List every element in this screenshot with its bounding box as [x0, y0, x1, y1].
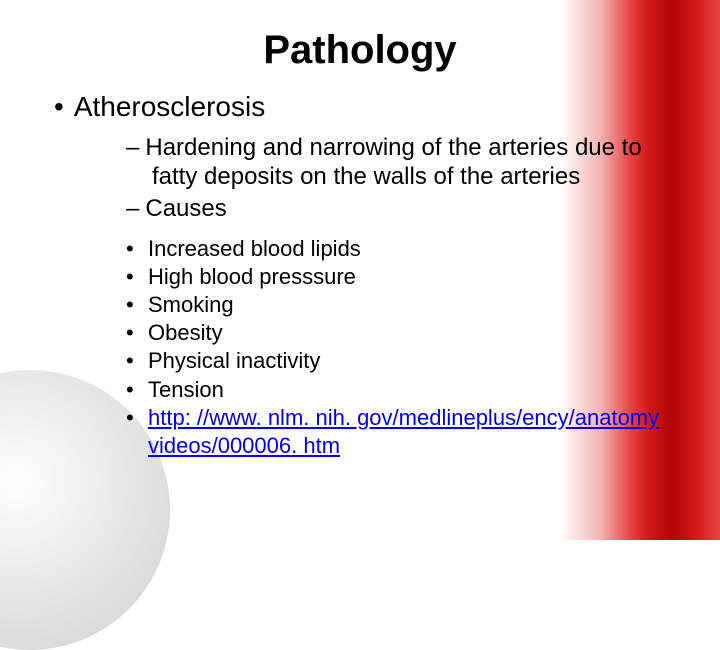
list-item-link: • http: //www. nlm. nih. gov/medlineplus…	[126, 404, 670, 460]
cause-text: Smoking	[148, 291, 234, 319]
level2-group: –Hardening and narrowing of the arteries…	[88, 133, 670, 223]
bullet-icon: •	[126, 319, 136, 347]
list-item: • High blood presssure	[126, 263, 670, 291]
list-item: • Tension	[126, 376, 670, 404]
level2-causes-label: –Causes	[88, 194, 670, 223]
list-item: • Smoking	[126, 291, 670, 319]
reference-link[interactable]: http: //www. nlm. nih. gov/medlineplus/e…	[148, 405, 659, 458]
cause-text: High blood presssure	[148, 263, 356, 291]
cause-text: Physical inactivity	[148, 347, 320, 375]
list-item: • Obesity	[126, 319, 670, 347]
causes-list: • Increased blood lipids • High blood pr…	[126, 235, 670, 460]
bullet-icon: •	[54, 91, 64, 122]
bullet-icon: •	[126, 235, 136, 263]
causes-label: Causes	[145, 195, 226, 222]
cause-text: Obesity	[148, 319, 223, 347]
bullet-icon: •	[126, 404, 136, 460]
bullet-icon: •	[126, 291, 136, 319]
bullet-icon: •	[126, 263, 136, 291]
level1-item: • Atherosclerosis	[54, 91, 670, 123]
cause-text: Increased blood lipids	[148, 235, 361, 263]
level1-heading: Atherosclerosis	[74, 91, 265, 122]
definition-text: Hardening and narrowing of the arteries …	[145, 134, 641, 190]
bullet-icon: •	[126, 376, 136, 404]
level2-definition: –Hardening and narrowing of the arteries…	[88, 133, 670, 192]
bullet-icon: •	[126, 347, 136, 375]
list-item: • Increased blood lipids	[126, 235, 670, 263]
dash-icon: –	[126, 134, 139, 161]
dash-icon: –	[126, 195, 139, 222]
slide-title: Pathology	[50, 28, 670, 73]
list-item: • Physical inactivity	[126, 347, 670, 375]
cause-text: Tension	[148, 376, 224, 404]
slide-body: Pathology • Atherosclerosis –Hardening an…	[0, 0, 720, 540]
